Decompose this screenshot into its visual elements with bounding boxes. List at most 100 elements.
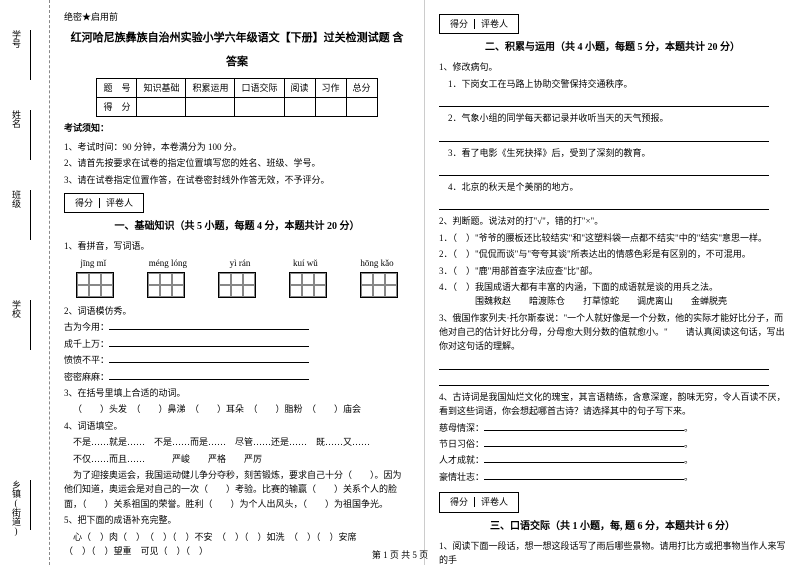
score-table: 题 号 知识基础 积累运用 口语交际 阅读 习作 总分 得 分 [96,78,377,118]
th: 习作 [315,78,346,97]
td[interactable] [346,97,377,116]
q4a: 不是……就是…… 不是……而是…… 尽管……还是…… 既……又…… [64,435,410,449]
sidebar-label-name: 姓名 [10,110,23,128]
td[interactable] [284,97,315,116]
s2q2a: 1．（ ）"爷爷的腰板还比较结实"和"这塑料袋一点都不结实"中的"结实"意思一样… [439,231,786,245]
q5: 5、把下面的成语补充完整。 [64,513,410,527]
fill-blank[interactable] [439,374,769,386]
q2d: 密密麻麻： [64,370,410,384]
s2q4: 4、古诗词是我国灿烂文化的瑰宝，其言语精练，含意深邃，韵味无穷，令人百读不厌，看… [439,390,786,419]
left-column: 绝密★启用前 红河哈尼族彝族自治州实验小学六年级语文【下册】过关检测试题 含 答… [50,0,425,565]
score-label: 得分 [444,19,475,29]
label: 豪情壮志： [439,472,484,482]
fill-blank[interactable] [484,437,684,447]
section3-title: 三、口语交际（共 1 小题，每, 题 6 分，本题共计 6 分） [439,519,786,535]
td[interactable] [235,97,284,116]
fill-blank[interactable] [439,164,769,176]
fill-blank[interactable] [484,421,684,431]
s2q1: 1、修改病句。 [439,60,786,74]
sidebar-label-town: 乡镇(街道) [10,480,23,536]
fill-blank[interactable] [439,95,769,107]
fill-blank[interactable] [109,353,309,363]
notice-title: 考试须知： [64,121,410,135]
q4: 4、词语填空。 [64,419,410,433]
exam-title: 红河哈尼族彝族自治州实验小学六年级语文【下册】过关检测试题 含 [64,30,410,48]
th: 题 号 [97,78,137,97]
fill-blank[interactable] [484,453,684,463]
fill-blank[interactable] [484,470,684,480]
sidebar-underline [30,480,31,530]
s2q4b: 节日习俗：。 [439,437,786,451]
sidebar-underline [30,300,31,350]
td[interactable] [137,97,186,116]
s2q2: 2、判断题。说法对的打"√"，错的打"×"。 [439,214,786,228]
grader-label: 评卷人 [475,497,514,507]
secret-label: 绝密★启用前 [64,10,410,24]
sidebar-label-school: 学校 [10,300,23,318]
char-grid-row [64,272,410,298]
char-grid[interactable] [147,272,185,298]
q3: 3、在括号里填上合适的动词。 [64,386,410,400]
label: 愤愤不平： [64,355,109,365]
content-area: 绝密★启用前 红河哈尼族彝族自治州实验小学六年级语文【下册】过关检测试题 含 答… [50,0,800,565]
grader-label: 评卷人 [475,19,514,29]
pinyin-row: jīng mǐ méng lóng yì rán kuí wǔ hōng kǎo [64,256,410,270]
section-score-box: 得分评卷人 [439,492,519,512]
s2q1c: 3．看了电影《生死抉择》后，受到了深刻的教育。 [439,146,786,160]
th: 积累运用 [186,78,235,97]
s2q1b: 2．气象小组的同学每天都记录并收听当天的天气预报。 [439,111,786,125]
q2b: 成千上万： [64,337,410,351]
td: 得 分 [97,97,137,116]
q1: 1、看拼音，写词语。 [64,239,410,253]
s2q4d: 豪情壮志：。 [439,470,786,484]
fill-blank[interactable] [109,320,309,330]
char-grid[interactable] [289,272,327,298]
binding-sidebar: 学号 姓名 班级 学校 乡镇(街道) [0,0,50,565]
s2q2c: 3．（ ）"鹿"用部首查字法应查"比"部。 [439,264,786,278]
q2c: 愤愤不平： [64,353,410,367]
label: 人才成就： [439,455,484,465]
label: 节日习俗： [439,439,484,449]
s2q2b: 2．（ ）"侃侃而谈"与"夸夸其谈"所表达出的情感色彩是有区别的，不可混用。 [439,247,786,261]
score-header-row: 题 号 知识基础 积累运用 口语交际 阅读 习作 总分 [97,78,377,97]
th: 总分 [346,78,377,97]
right-column: 得分评卷人 二、积累与运用（共 4 小题，每题 5 分，本题共计 20 分） 1… [425,0,800,565]
sidebar-underline [30,30,31,80]
th: 口语交际 [235,78,284,97]
s2q3: 3、俄国作家列夫·托尔斯泰说："一个人就好像是一个分数，他的实际才能好比分子，而… [439,311,786,354]
sidebar-label-class: 班级 [10,190,23,208]
notice-item: 3、请在试卷指定位置作答，在试卷密封线外作答无效，不予评分。 [64,173,410,187]
char-grid[interactable] [360,272,398,298]
q4b: 不仅……而且…… 严峻 严格 严厉 [64,452,410,466]
td[interactable] [315,97,346,116]
q2a: 古为今用： [64,320,410,334]
section-score-box: 得分评卷人 [64,193,144,213]
exam-subtitle: 答案 [64,54,410,72]
th: 知识基础 [137,78,186,97]
s2q4c: 人才成就：。 [439,453,786,467]
exam-page: 学号 姓名 班级 学校 乡镇(街道) 绝密★启用前 红河哈尼族彝族自治州实验小学… [0,0,800,565]
label: 密密麻麻： [64,372,109,382]
pinyin: kuí wǔ [293,256,318,270]
fill-blank[interactable] [439,198,769,210]
sidebar-label-id: 学号 [10,30,23,48]
score-label: 得分 [69,198,100,208]
q2: 2、词语模仿秀。 [64,304,410,318]
score-value-row: 得 分 [97,97,377,116]
fill-blank[interactable] [109,370,309,380]
td[interactable] [186,97,235,116]
s2q1a: 1．下岗女工在马路上协助交警保持交通秩序。 [439,77,786,91]
pinyin: méng lóng [149,256,187,270]
char-grid[interactable] [218,272,256,298]
char-grid[interactable] [76,272,114,298]
notice-item: 2、请首先按要求在试卷的指定位置填写您的姓名、班级、学号。 [64,156,410,170]
sidebar-underline [30,190,31,240]
q3-text: （ ）头发 （ ）鼻涕 （ ）耳朵 （ ）脂粉 （ ）庙会 [64,402,410,416]
pinyin: jīng mǐ [80,256,106,270]
label: 成千上万： [64,339,109,349]
label: 古为今用： [64,322,109,332]
fill-blank[interactable] [439,358,769,370]
section1-title: 一、基础知识（共 5 小题，每题 4 分，本题共计 20 分） [64,219,410,235]
fill-blank[interactable] [109,337,309,347]
fill-blank[interactable] [439,130,769,142]
